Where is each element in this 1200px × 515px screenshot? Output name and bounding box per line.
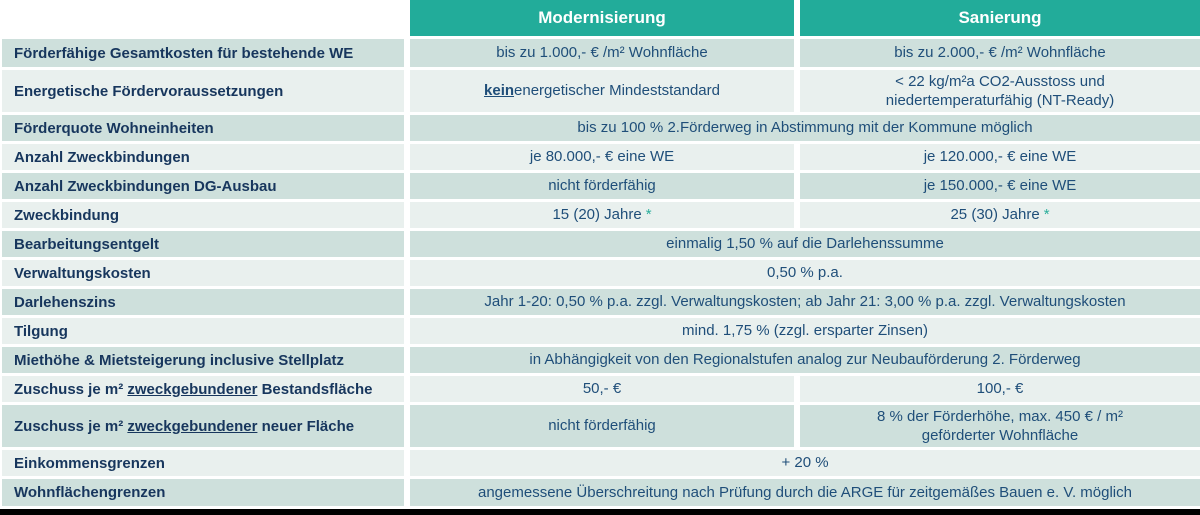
cell-neue-flaeche-sanierung: 8 % der Förderhöhe, max. 450 € / m² gefö…	[800, 405, 1200, 447]
cell-foerderquote-span: bis zu 100 % 2.Förderweg in Abstimmung m…	[410, 115, 1200, 141]
row-label-zweckbindungen-dg-ausbau: Anzahl Zweckbindungen DG-Ausbau	[2, 173, 404, 199]
row-label-foerderquote: Förderquote Wohneinheiten	[2, 115, 404, 141]
cell-bestandsflaeche-sanierung: 100,- €	[800, 376, 1200, 402]
zuschuss-label-post: Bestandsfläche	[257, 380, 373, 398]
zweckgebundener-emphasis: zweckgebundener	[127, 417, 258, 435]
row-label-gesamtkosten: Förderfähige Gesamtkosten für bestehende…	[2, 39, 404, 67]
nt-ready-line: niedertemperaturfähig (NT-Ready)	[885, 92, 1115, 109]
row-label-bearbeitungsentgelt: Bearbeitungsentgelt	[2, 231, 404, 257]
row-label-einkommensgrenzen: Einkommensgrenzen	[2, 450, 404, 476]
cell-zweckbindungen-sanierung: je 120.000,- € eine WE	[800, 144, 1200, 170]
cell-zweckbindung-sanierung: 25 (30) Jahre *	[800, 202, 1200, 228]
cell-zweckbindung-modernisierung: 15 (20) Jahre *	[410, 202, 794, 228]
footnote-marker: *	[1043, 206, 1050, 224]
row-label-zweckbindung: Zweckbindung	[2, 202, 404, 228]
zweckbindung-mod-text: 15 (20) Jahre	[552, 206, 642, 224]
row-label-zuschuss-bestandsflaeche: Zuschuss je m² zweckgebundener Bestandsf…	[2, 376, 404, 402]
row-label-wohnflaechengrenzen: Wohnflächengrenzen	[2, 479, 404, 506]
cell-energetische-modernisierung: kein energetischer Mindeststandard	[410, 70, 794, 112]
cell-gesamtkosten-sanierung: bis zu 2.000,- € /m² Wohnfläche	[800, 39, 1200, 67]
row-label-anzahl-zweckbindungen: Anzahl Zweckbindungen	[2, 144, 404, 170]
column-header-sanierung: Sanierung	[800, 0, 1200, 36]
column-header-modernisierung: Modernisierung	[410, 0, 794, 36]
cell-zweckbindungen-modernisierung: je 80.000,- € eine WE	[410, 144, 794, 170]
cell-darlehenszins-span: Jahr 1-20: 0,50 % p.a. zzgl. Verwaltungs…	[410, 289, 1200, 315]
cell-energetische-sanierung: < 22 kg/m²a CO2-Ausstoss und niedertempe…	[800, 70, 1200, 112]
cell-neue-flaeche-modernisierung: nicht förderfähig	[410, 405, 794, 447]
cell-tilgung-span: mind. 1,75 % (zzgl. ersparter Zinsen)	[410, 318, 1200, 344]
header-spacer	[2, 0, 404, 36]
cell-miethoehe-span: in Abhängigkeit von den Regionalstufen a…	[410, 347, 1200, 373]
cell-verwaltungskosten-span: 0,50 % p.a.	[410, 260, 1200, 286]
kein-rest-text: energetischer Mindeststandard	[514, 82, 720, 100]
foerderhoehe-line: 8 % der Förderhöhe, max. 450 € / m²	[877, 407, 1123, 425]
cell-bestandsflaeche-modernisierung: 50,- €	[410, 376, 794, 402]
row-label-miethoehe: Miethöhe & Mietsteigerung inclusive Stel…	[2, 347, 404, 373]
cell-dg-ausbau-modernisierung: nicht förderfähig	[410, 173, 794, 199]
bottom-divider-bar	[0, 509, 1200, 515]
row-label-darlehenszins: Darlehenszins	[2, 289, 404, 315]
row-label-verwaltungskosten: Verwaltungskosten	[2, 260, 404, 286]
row-label-tilgung: Tilgung	[2, 318, 404, 344]
row-label-zuschuss-neue-flaeche: Zuschuss je m² zweckgebundener neuer Flä…	[2, 405, 404, 447]
zweckbindung-san-text: 25 (30) Jahre	[950, 206, 1040, 224]
zuschuss-label-pre: Zuschuss je m²	[14, 380, 128, 398]
zuschuss-label-pre: Zuschuss je m²	[14, 417, 128, 435]
co2-line: < 22 kg/m²a CO2-Ausstoss und	[895, 72, 1105, 90]
zuschuss-label-post: neuer Fläche	[257, 417, 355, 435]
footnote-marker: *	[645, 206, 652, 224]
cell-einkommensgrenzen-span: + 20 %	[410, 450, 1200, 476]
cell-dg-ausbau-sanierung: je 150.000,- € eine WE	[800, 173, 1200, 199]
cell-bearbeitungsentgelt-span: einmalig 1,50 % auf die Darlehenssumme	[410, 231, 1200, 257]
cell-wohnflaechengrenzen-span: angemessene Überschreitung nach Prüfung …	[410, 479, 1200, 506]
row-label-energetische-voraussetzungen: Energetische Fördervoraussetzungen	[2, 70, 404, 112]
wohnflaeche-line: geförderter Wohnfläche	[921, 427, 1079, 444]
cell-gesamtkosten-modernisierung: bis zu 1.000,- € /m² Wohnfläche	[410, 39, 794, 67]
kein-emphasis: kein	[484, 82, 515, 100]
zweckgebundener-emphasis: zweckgebundener	[127, 380, 258, 398]
